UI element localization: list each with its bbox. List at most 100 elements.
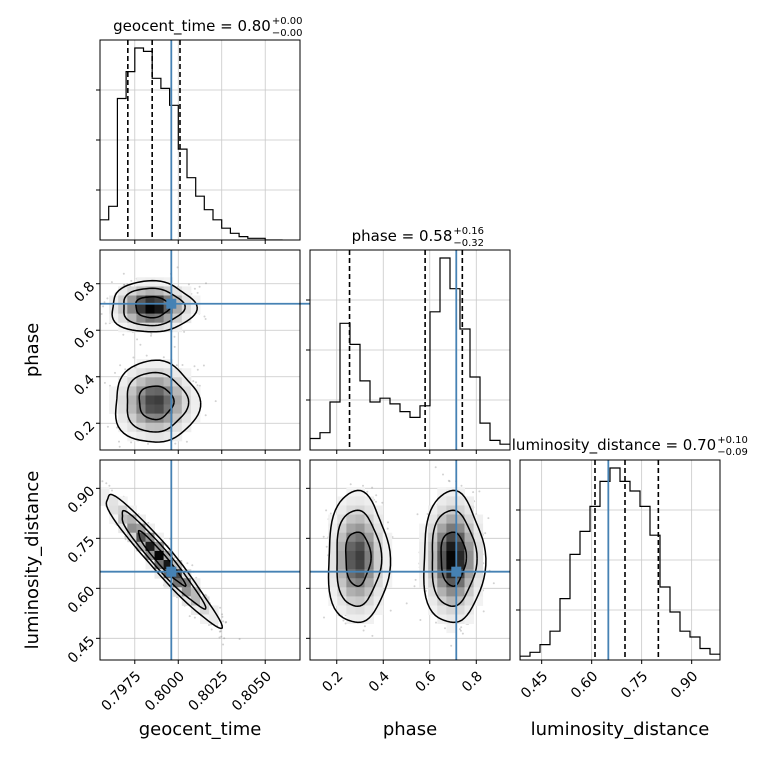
density-cell [428, 514, 438, 524]
density-cell [446, 578, 456, 588]
sample-point [150, 332, 153, 335]
density-cell [455, 560, 465, 570]
contour-line [121, 509, 207, 610]
density-cell [181, 413, 192, 424]
sample-point [203, 315, 206, 318]
sample-point [371, 634, 374, 637]
histogram-step [100, 47, 283, 240]
sample-point [193, 616, 196, 619]
density-cell [373, 560, 384, 570]
sample-point [371, 486, 374, 489]
density-cell [181, 569, 192, 579]
sample-point [458, 628, 461, 631]
sample-point [183, 330, 186, 333]
density-cell [473, 514, 484, 524]
sample-point [204, 414, 207, 417]
density-cell [382, 541, 393, 552]
sample-point [130, 441, 133, 444]
density-cell [337, 560, 347, 570]
sample-point [191, 564, 194, 567]
density-cell [145, 422, 155, 433]
density-cell [190, 587, 201, 597]
y-tick-label: 0.60 [65, 583, 98, 616]
density-cell [136, 422, 146, 433]
density-cell [100, 496, 110, 506]
density-cell [455, 596, 465, 606]
density-cell [127, 404, 137, 414]
density-cell [382, 560, 393, 570]
x-tick-label: 0.2 [319, 668, 346, 695]
density-cell [455, 496, 465, 506]
density-cell [118, 313, 128, 324]
truth-marker [166, 566, 177, 577]
contour-line [336, 509, 383, 608]
density-cell [136, 395, 146, 405]
sample-point [123, 284, 126, 286]
density-cell [464, 596, 474, 606]
density-cell [464, 587, 474, 597]
density-cell [355, 541, 365, 552]
sample-point [322, 535, 325, 538]
x-tick-label: 0.7975 [99, 668, 145, 714]
density-cell [181, 313, 192, 324]
sample-point [221, 613, 224, 616]
density-cell [437, 523, 447, 534]
density-cell [437, 550, 447, 561]
sample-point [222, 643, 225, 646]
density-cell [455, 578, 465, 588]
contour-line [138, 385, 175, 421]
density-cell [154, 404, 164, 414]
density-cell [118, 377, 128, 387]
sample-point [173, 556, 176, 559]
y-tick-label: 0.6 [71, 325, 98, 352]
density-cell [163, 560, 174, 570]
density-cell [464, 605, 474, 615]
density-cell [464, 532, 474, 543]
density-cell [364, 550, 374, 561]
x-tick-label: 0.8050 [229, 668, 275, 714]
sample-point [124, 368, 127, 371]
sample-point [435, 621, 437, 624]
density-cell [337, 532, 347, 543]
density-cell [154, 286, 164, 296]
density-cell [437, 541, 447, 552]
sample-point [325, 545, 328, 548]
sample-point [204, 318, 207, 320]
density-cell [428, 587, 438, 597]
title-text: phase = 0.58 [352, 227, 453, 245]
density-cell [337, 505, 347, 515]
sample-point [118, 440, 120, 443]
density-cell [328, 523, 338, 534]
density-cell [346, 560, 356, 570]
density-cell [190, 386, 201, 396]
density-cell [446, 605, 456, 615]
density-cell [127, 313, 137, 324]
density-cell [346, 550, 356, 561]
density-cell [172, 578, 183, 588]
sample-point [363, 625, 366, 628]
sample-point [145, 354, 148, 357]
density-cell [127, 395, 137, 405]
sample-point [195, 381, 197, 384]
density-cell [328, 578, 338, 588]
density-cell [473, 596, 484, 606]
density-cell [355, 614, 365, 624]
grid-2-2 [520, 460, 720, 660]
density-cell [455, 541, 465, 552]
density-cell [127, 523, 137, 534]
sample-point [224, 621, 227, 624]
sample-point [205, 594, 208, 597]
x-tick-label: 0.8 [459, 668, 486, 695]
sample-point [116, 426, 119, 429]
density-cell [337, 578, 347, 588]
density-cell [446, 541, 456, 552]
contour-line [431, 509, 478, 608]
y-tick-label: 0.8 [71, 279, 98, 306]
sample-point [329, 512, 332, 515]
density-cell [209, 614, 219, 624]
density-cell [136, 377, 146, 387]
density-cell [373, 505, 384, 515]
density-cell [446, 587, 456, 597]
density-cell [200, 596, 210, 606]
